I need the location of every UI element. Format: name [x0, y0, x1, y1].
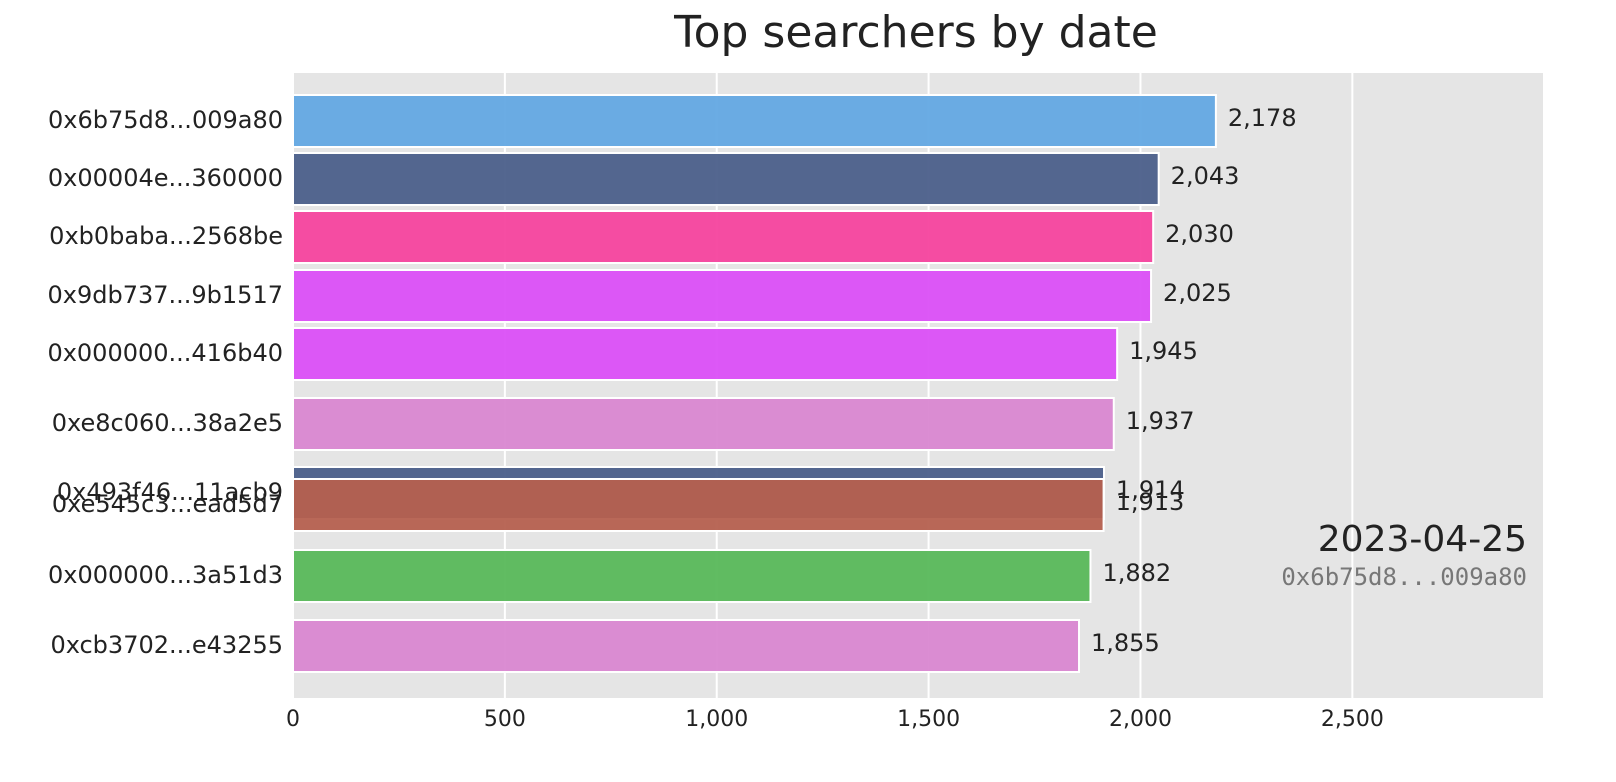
value-label: 1,937	[1126, 407, 1195, 435]
category-label: 0x000000...416b40	[47, 339, 283, 367]
bar	[292, 478, 1105, 532]
bar	[292, 152, 1160, 206]
value-label: 2,043	[1171, 162, 1240, 190]
bar	[292, 94, 1217, 148]
value-label: 1,945	[1129, 337, 1198, 365]
category-label: 0x00004e...360000	[48, 164, 283, 192]
value-label: 2,025	[1163, 279, 1232, 307]
value-label: 2,178	[1228, 104, 1297, 132]
category-label: 0x6b75d8...009a80	[48, 106, 283, 134]
value-label: 1,882	[1102, 559, 1171, 587]
bar	[292, 210, 1155, 264]
category-label: 0x493f46...11acb9	[57, 478, 283, 506]
value-label: 1,913	[1116, 488, 1185, 516]
category-label: 0xe545c3...ead5d7	[52, 490, 283, 518]
category-label: 0x000000...3a51d3	[48, 561, 283, 589]
value-label: 1,914	[1116, 476, 1185, 504]
bar	[292, 269, 1153, 323]
category-label: 0x9db737...9b1517	[48, 281, 284, 309]
bars: 2,178 0x6b75d8...009a80 2,043 0x00004e...36…	[47, 94, 1297, 673]
date-annotation: 2023-04-25	[1318, 519, 1527, 560]
category-label: 0xe8c060...38a2e5	[52, 409, 283, 437]
x-tick-label: 500	[484, 707, 526, 732]
x-tick-label: 2,000	[1109, 707, 1172, 732]
chart-title: Top searchers by date	[673, 7, 1158, 58]
value-label: 1,855	[1091, 629, 1160, 657]
x-tick-label: 1,000	[685, 707, 748, 732]
category-label: 0xcb3702...e43255	[50, 631, 283, 659]
bar	[292, 549, 1092, 603]
bar	[292, 397, 1115, 451]
x-tick-label: 0	[286, 707, 300, 732]
leader-annotation: 0x6b75d8...009a80	[1281, 563, 1527, 591]
value-label: 2,030	[1165, 220, 1234, 248]
bar	[292, 327, 1119, 381]
bar	[292, 619, 1081, 673]
x-tick-label: 2,500	[1321, 707, 1384, 732]
x-tick-label: 1,500	[897, 707, 960, 732]
category-label: 0xb0baba...2568be	[49, 222, 283, 250]
